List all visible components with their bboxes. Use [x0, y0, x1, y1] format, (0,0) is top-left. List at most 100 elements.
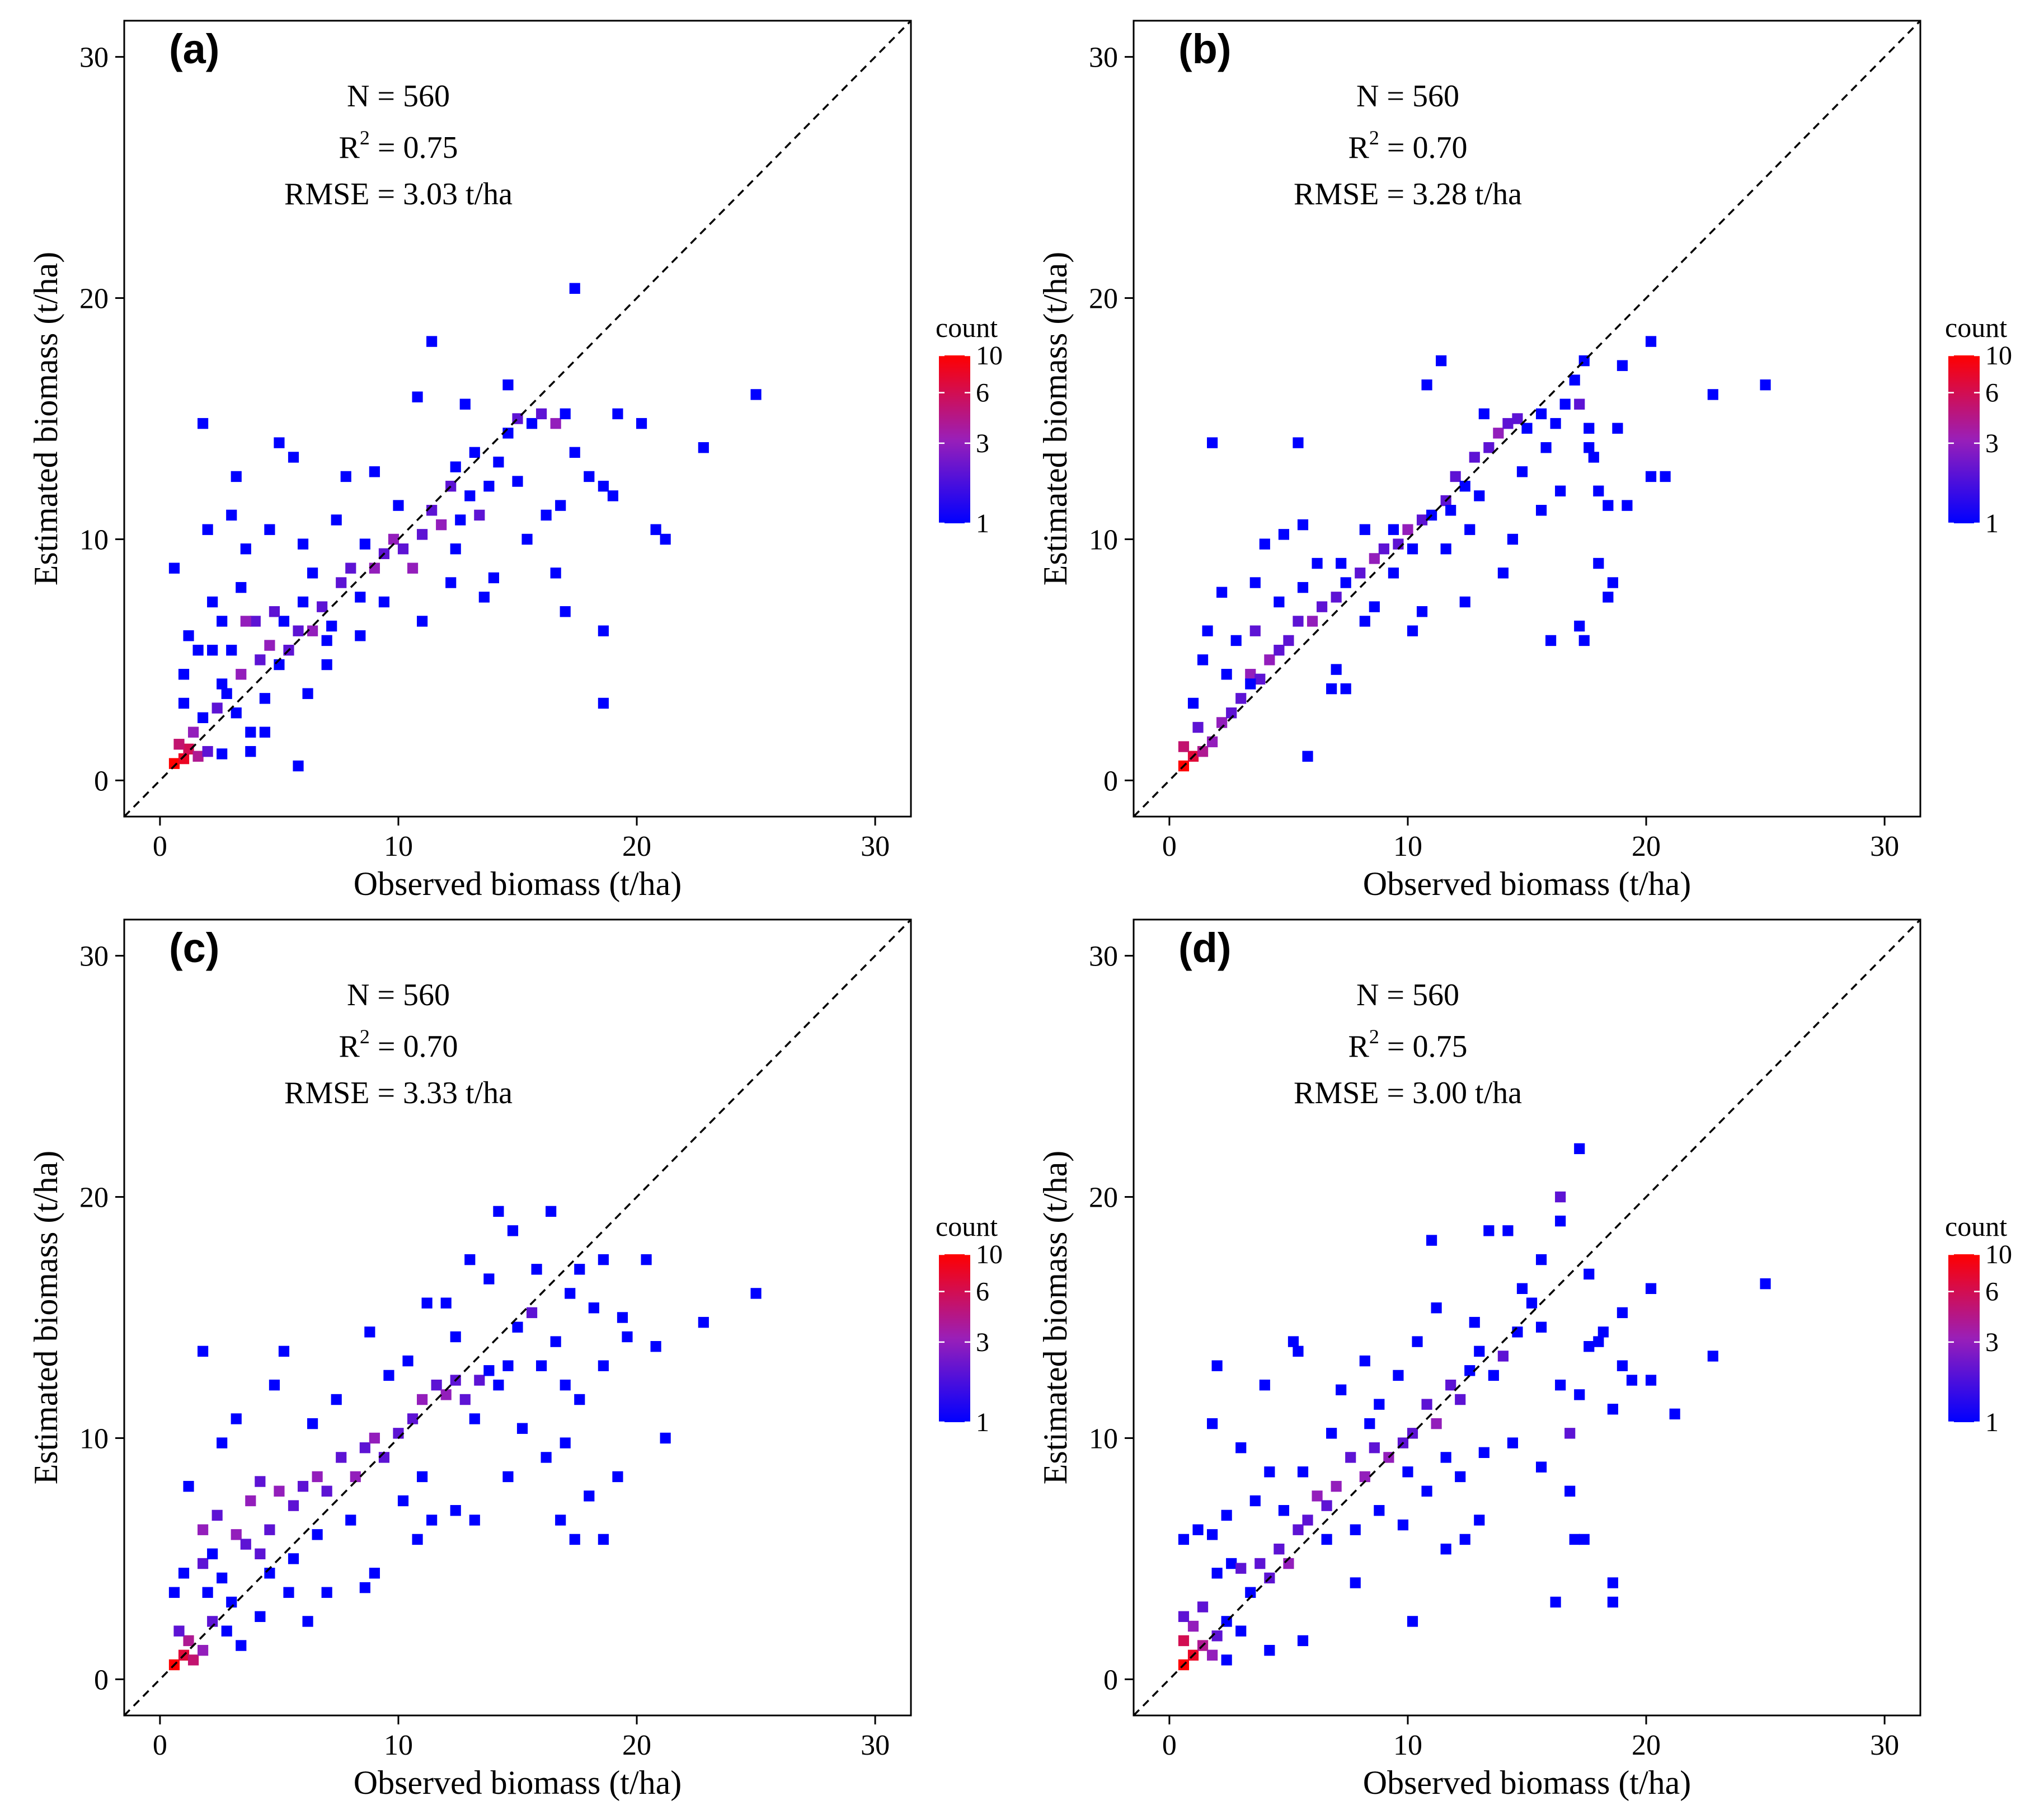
heatmap-cell [1431, 1418, 1442, 1429]
heatmap-cell [1407, 1616, 1418, 1627]
heatmap-cell [283, 1587, 294, 1598]
y-tick-label: 30 [1089, 941, 1118, 973]
heatmap-cell [1207, 1529, 1218, 1540]
heatmap-cell [1612, 423, 1623, 434]
heatmap-cell [1474, 1515, 1485, 1526]
heatmap-cell [1574, 620, 1585, 632]
legend-tick-label: 6 [1985, 378, 1999, 408]
heatmap-cell [1211, 1360, 1223, 1371]
heatmap-cell [1617, 1307, 1628, 1319]
heatmap-cell [1364, 1418, 1375, 1429]
heatmap-cell [1278, 1505, 1290, 1516]
heatmap-cell [512, 476, 523, 487]
plot-frame [1133, 20, 1921, 818]
heatmap-cell [450, 543, 461, 555]
heatmap-cell [1555, 1191, 1566, 1203]
heatmap-cell [345, 1515, 356, 1526]
stat-n: N = 560 [1356, 978, 1459, 1012]
heatmap-cell [255, 1548, 266, 1559]
heatmap-cell [560, 1437, 571, 1448]
heatmap-cell [1254, 673, 1266, 685]
heatmap-cell [383, 1370, 394, 1381]
heatmap-cell [1221, 669, 1232, 680]
heatmap-cell [1369, 553, 1380, 564]
heatmap-cell [1259, 538, 1270, 550]
heatmap-cell [450, 461, 461, 472]
heatmap-cell [1535, 1461, 1547, 1473]
heatmap-cell [531, 1264, 542, 1275]
heatmap-cell [650, 1341, 661, 1352]
heatmap-cell [1321, 1500, 1332, 1511]
heatmap-cell [359, 1442, 370, 1454]
heatmap-cell [1574, 1143, 1585, 1155]
heatmap-cell [650, 524, 661, 535]
heatmap-cell [1235, 693, 1247, 704]
x-tick-label: 20 [622, 1729, 651, 1761]
heatmap-cell [198, 1644, 209, 1656]
heatmap-cell [236, 1640, 247, 1651]
heatmap-cell [555, 500, 566, 511]
heatmap-cell [1350, 1524, 1361, 1535]
heatmap-cell [1331, 592, 1342, 603]
y-tick-label: 30 [79, 941, 109, 973]
heatmap-cell [1583, 1341, 1595, 1352]
heatmap-cell [1593, 485, 1604, 496]
heatmap-cell [1340, 577, 1351, 588]
heatmap-cell [1416, 514, 1428, 526]
heatmap-cell [574, 1394, 585, 1405]
legend-title: count [1945, 312, 2007, 343]
heatmap-cell [1216, 587, 1228, 598]
heatmap-cell [1421, 379, 1432, 391]
legend-tick-label: 3 [1985, 1328, 1999, 1357]
heatmap-cell [202, 746, 213, 757]
x-tick-label: 0 [1162, 831, 1177, 862]
heatmap-cell [1593, 557, 1604, 569]
heatmap-cell [231, 471, 242, 482]
heatmap-cell [1578, 635, 1590, 646]
heatmap-cell [1359, 616, 1370, 627]
heatmap-cell [459, 399, 471, 410]
heatmap-cell [269, 606, 280, 617]
heatmap-cells [1178, 336, 1771, 772]
heatmap-cell [307, 625, 318, 636]
y-tick-label: 20 [79, 1182, 109, 1214]
heatmap-cell [1603, 592, 1614, 603]
legend-tick-label: 3 [1985, 429, 1999, 458]
heatmap-cell [450, 1331, 461, 1343]
heatmap-cell [1178, 741, 1190, 752]
heatmap-cell [1355, 568, 1366, 579]
heatmap-cell [483, 1273, 495, 1284]
heatmap-cell [1249, 577, 1261, 588]
heatmap-cell [1617, 360, 1628, 371]
stat-r2: R2 = 0.70 [1348, 126, 1468, 165]
heatmap-cell [1359, 1355, 1370, 1367]
heatmap-cell [493, 1379, 504, 1391]
heatmap-cell [1197, 654, 1209, 665]
heatmap-cell [1502, 1225, 1514, 1236]
heatmap-cell [512, 1321, 523, 1333]
heatmap-cell [1645, 1375, 1657, 1386]
heatmap-cell [1559, 399, 1571, 410]
heatmap-cell [584, 1490, 595, 1502]
heatmap-cell [1583, 442, 1595, 453]
heatmap-cell [297, 538, 309, 550]
heatmap-cell [450, 1505, 461, 1516]
panel-2: 0 10 20 30 0 10 20 30 Observed biomass (t/ha) Est… [27, 918, 1003, 1801]
heatmap-cell [259, 726, 270, 738]
heatmap-cell [1760, 1278, 1771, 1290]
legend-tick-label: 10 [976, 1240, 1003, 1269]
heatmap-cell [459, 1394, 471, 1405]
heatmap-cell [293, 625, 304, 636]
heatmap-cell [1464, 524, 1476, 535]
heatmap-cell [198, 712, 209, 724]
heatmap-cell [207, 1616, 218, 1627]
heatmap-cell [1450, 471, 1461, 482]
legend-colorbar [939, 1254, 970, 1422]
heatmap-cell [255, 1611, 266, 1623]
heatmap-cell [255, 654, 266, 665]
heatmap-cell [622, 1331, 633, 1343]
panel-0: 0 10 20 30 0 10 20 30 Observed biomass (t/ha) Est… [27, 20, 1003, 902]
heatmap-cell [1574, 399, 1585, 410]
heatmap-cell [1535, 505, 1547, 516]
